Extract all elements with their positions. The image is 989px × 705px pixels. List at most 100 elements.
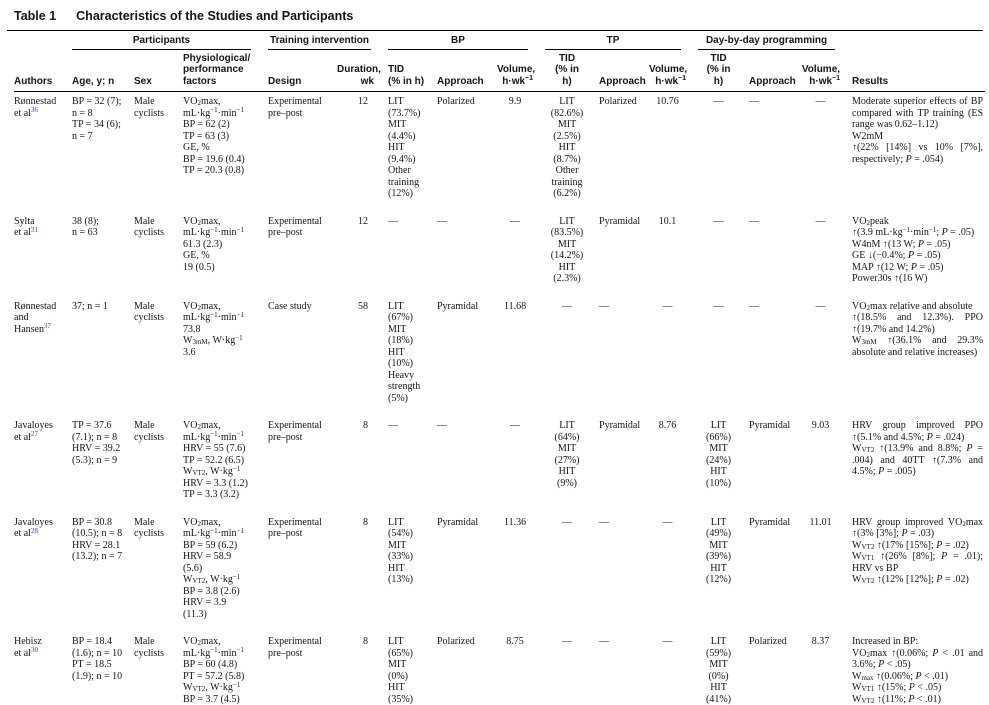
italic-text: P	[908, 682, 915, 693]
table-caption: Characteristics of the Studies and Parti…	[76, 9, 354, 23]
superscript-text: −1	[236, 225, 245, 234]
group-header-day-by-day: Day-by-day programming	[698, 31, 852, 50]
bp-volume-cell: 8.75	[506, 636, 524, 647]
superscript-text: −1	[525, 75, 534, 82]
physiological-cell: VO2max, mL·kg−1·min−1 HRV = 55 (7.6) TP = 5…	[183, 420, 248, 500]
bp-volume-cell: —	[510, 215, 520, 227]
italic-text: P	[926, 431, 933, 443]
table-row: Javaloyes et al27 TP = 37.6 (7.1); n = 8 HR…	[14, 416, 985, 513]
characteristics-table: Participants Training intervention BP TP…	[14, 31, 986, 705]
bp-approach-cell: Polarized	[437, 636, 475, 647]
citation-link[interactable]: 27	[30, 430, 38, 438]
tp-approach-cell: —	[599, 300, 610, 312]
col-header-tp-volume: Volume, h·wk−1	[649, 49, 699, 92]
tp-volume-cell: 10.76	[656, 96, 679, 107]
age-cell: BP = 32 (7); n = 8 TP = 34 (6); n = 7	[72, 96, 122, 142]
column-header-row: Authors Age, y; n Sex Physiological/perf…	[14, 49, 986, 92]
subscript-text: 2	[962, 519, 966, 528]
physiological-cell: VO2max, mL·kg−1·min−1 BP = 59 (6.2) HRV = 5…	[183, 516, 245, 620]
sex-cell: Male cyclists	[134, 516, 164, 540]
day-tid-cell: LIT (66%) MIT (24%) HIT (10%)	[706, 420, 732, 489]
table-body: Rønnestad et al36 BP = 32 (7); n = 8 TP = 3…	[14, 92, 985, 705]
day-tid-cell: —	[713, 300, 724, 312]
table-header: Participants Training intervention BP TP…	[14, 31, 986, 92]
duration-cell: 8	[363, 636, 368, 647]
age-cell: TP = 37.6 (7.1); n = 8 HRV = 39.2 (5.3); n …	[72, 420, 121, 466]
tp-volume-cell: —	[662, 516, 673, 528]
day-volume-cell: —	[815, 300, 826, 312]
results-cell: VO2peak ↑(3.9 mL·kg−1·min−1; P = .05) W4nM…	[852, 215, 975, 285]
subscript-text: VT2	[192, 577, 206, 586]
superscript-text: −1	[210, 225, 218, 234]
authors-cell: Rønnestad and Hansen37	[14, 300, 57, 335]
sex-cell: Male cyclists	[134, 96, 164, 119]
citation-link[interactable]: 30	[30, 646, 38, 654]
tp-volume-cell: —	[662, 300, 673, 312]
group-header-row: Participants Training intervention BP TP…	[14, 31, 985, 50]
group-header-spacer	[852, 31, 985, 50]
superscript-text: −1	[210, 430, 218, 438]
col-header-tp-tid: TID (% in h)	[545, 49, 600, 92]
group-header-training-intervention: Training intervention	[268, 31, 388, 50]
col-header-authors: Authors	[14, 49, 72, 92]
subscript-text: 2	[197, 423, 201, 432]
duration-cell: 8	[363, 420, 368, 431]
group-header-participants: Participants	[72, 31, 268, 50]
subscript-text: 3mM	[192, 338, 208, 347]
citation-link[interactable]: 37	[44, 322, 51, 330]
superscript-text: −1	[236, 310, 245, 319]
tp-approach-cell: —	[599, 636, 610, 647]
subscript-text: max	[861, 673, 874, 682]
duration-cell: 58	[358, 300, 368, 312]
day-volume-cell: 9.03	[811, 420, 830, 431]
italic-text: P	[941, 551, 948, 562]
duration-cell: 8	[363, 516, 368, 528]
subscript-text: VT2	[861, 577, 875, 586]
col-header-age: Age, y; n	[72, 49, 134, 92]
superscript-text: −1	[236, 526, 245, 535]
tp-tid-cell: —	[562, 300, 573, 312]
day-volume-cell: —	[815, 96, 826, 107]
tp-tid-cell: —	[562, 516, 573, 528]
subscript-text: VT2	[861, 446, 875, 455]
bp-tid-cell: LIT (65%) MIT (0%) HIT (35%)	[388, 636, 413, 705]
col-header-bp-volume: Volume, h·wk−1	[497, 49, 546, 92]
citation-link[interactable]: 31	[30, 225, 38, 234]
col-header-day-approach: Approach	[749, 49, 802, 92]
subscript-text: VT1	[861, 554, 875, 563]
subscript-text: 2	[866, 650, 870, 659]
col-header-design: Design	[268, 49, 337, 92]
citation-link[interactable]: 36	[30, 106, 38, 114]
day-approach-cell: Polarized	[749, 636, 787, 647]
citation-link[interactable]: 28	[30, 526, 38, 535]
day-tid-cell: LIT (49%) MIT (39%) HIT (12%)	[706, 516, 732, 586]
italic-text: P	[901, 528, 908, 539]
tp-approach-cell: Pyramidal	[599, 215, 641, 227]
design-cell: Experimental pre–post	[268, 96, 322, 119]
tp-approach-cell: —	[599, 516, 610, 528]
results-cell: Moderate superior effects of BP compared…	[852, 96, 984, 165]
italic-text: P	[941, 227, 948, 238]
bp-volume-cell: 11.36	[503, 516, 527, 528]
superscript-text: −1	[210, 526, 218, 535]
italic-text: P	[910, 261, 917, 273]
results-cell: HRV group improved VO2max ↑(3% [3%]; P =…	[852, 516, 984, 586]
bp-tid-cell: LIT (54%) MIT (33%) HIT (13%)	[388, 516, 413, 586]
tp-volume-cell: 8.76	[658, 420, 677, 431]
day-tid-cell: LIT (59%) MIT (0%) HIT (41%)	[706, 636, 732, 705]
results-cell: VO2max relative and absolute ↑(18.5% and …	[852, 300, 984, 358]
authors-cell: Javaloyes et al27	[14, 420, 53, 443]
bp-approach-cell: Pyramidal	[437, 300, 479, 312]
table-number: Table 1	[14, 9, 57, 23]
col-header-results: Results	[852, 49, 986, 92]
italic-text: P	[932, 647, 939, 659]
duration-cell: 12	[358, 96, 368, 107]
col-header-bp-approach: Approach	[437, 49, 497, 92]
subscript-text: VT2	[861, 696, 875, 705]
day-approach-cell: Pyramidal	[749, 420, 791, 431]
col-header-bp-tid: TID (% in h)	[388, 49, 437, 92]
superscript-text: −1	[210, 310, 218, 319]
superscript-text: −1	[235, 333, 243, 342]
day-volume-cell: 8.37	[811, 636, 830, 647]
